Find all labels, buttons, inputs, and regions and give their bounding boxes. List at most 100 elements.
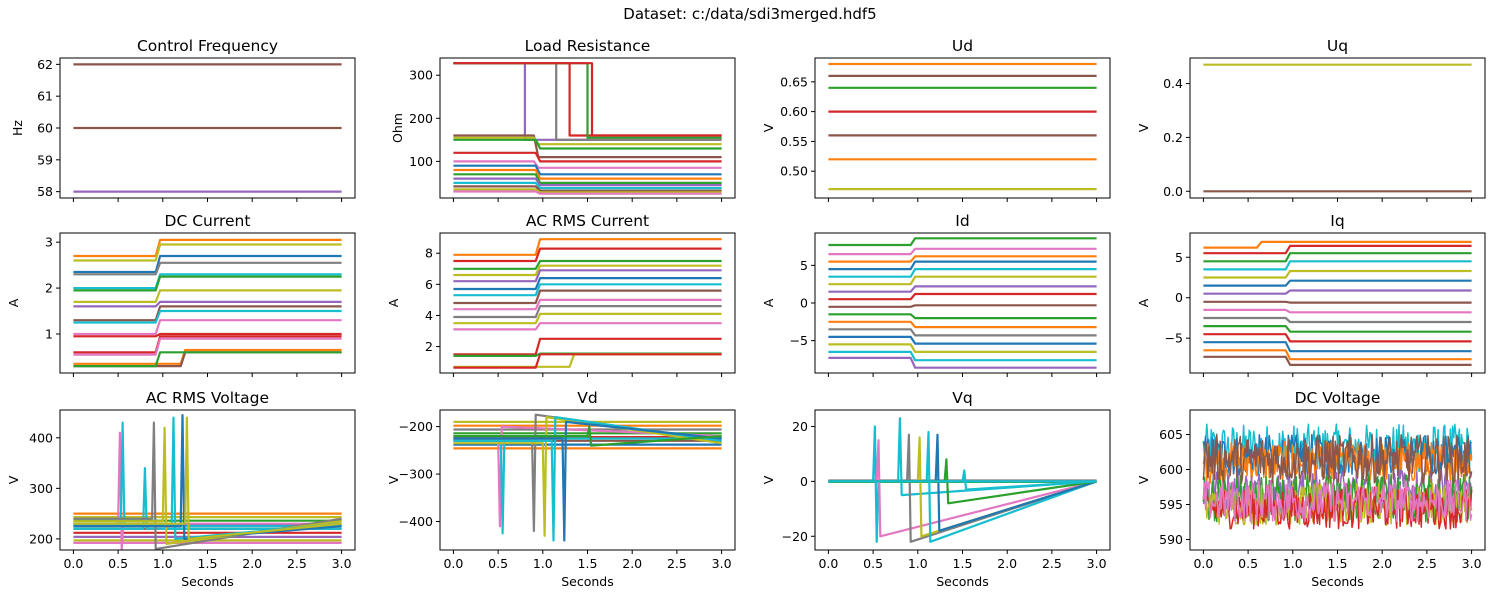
series-group <box>453 413 722 542</box>
series-line <box>453 264 722 277</box>
series-line <box>453 247 722 263</box>
subplot-title: DC Voltage <box>1295 389 1381 407</box>
series-line <box>828 268 1097 278</box>
series-line <box>453 138 722 150</box>
y-tick-label: 0.0 <box>1163 184 1183 199</box>
subplot-10: Vd 0.0 0.5 1.0 1.5 2.0 2.5 3.0 −400 −300 −200 V Seco… <box>386 389 736 589</box>
y-tick-label: 61 <box>37 89 53 104</box>
series-line <box>453 188 722 194</box>
y-tick-label: 0.4 <box>1163 76 1183 91</box>
subplot-title: AC RMS Current <box>526 212 649 230</box>
series-line <box>453 283 722 297</box>
series-line <box>453 416 722 542</box>
y-tick-label: 1 <box>45 326 53 341</box>
series-line <box>453 259 722 270</box>
y-tick-label: 200 <box>29 531 53 546</box>
x-axis-label: Seconds <box>181 574 234 589</box>
x-tick-label: 2.5 <box>667 556 687 571</box>
series-line <box>453 168 722 180</box>
series-line <box>453 337 722 356</box>
y-tick-label: −200 <box>399 419 433 434</box>
y-tick-label: 605 <box>1159 427 1183 442</box>
y-tick-label: −5 <box>790 333 808 348</box>
series-line <box>453 277 722 291</box>
series-line <box>828 285 1097 293</box>
series-line <box>1203 349 1472 361</box>
x-tick-label: 2.5 <box>1042 556 1062 571</box>
x-tick-label: 0.5 <box>108 556 128 571</box>
y-axis-label: Hz <box>10 120 25 136</box>
series-line <box>828 255 1097 263</box>
series-line <box>1203 289 1472 295</box>
subplot-6: AC RMS Current 2 4 6 8 A <box>386 212 736 377</box>
series-group <box>453 238 722 369</box>
x-tick-label: 3.0 <box>1462 556 1482 571</box>
x-tick-label: 1.0 <box>1283 556 1303 571</box>
series-line <box>73 300 342 308</box>
series-line <box>73 238 342 258</box>
series-line <box>828 328 1097 337</box>
x-tick-label: 1.5 <box>953 556 973 571</box>
subplot-5: DC Current 1 2 3 A <box>6 212 356 377</box>
series-line <box>1203 252 1472 263</box>
y-tick-label: 62 <box>37 57 53 72</box>
x-tick-label: 0.0 <box>818 556 838 571</box>
series-line <box>1203 260 1472 271</box>
subplot-title: Control Frequency <box>137 37 278 55</box>
series-line <box>453 322 722 331</box>
y-tick-label: 3 <box>45 235 53 250</box>
x-tick-label: 1.0 <box>153 556 173 571</box>
series-line <box>828 247 1097 256</box>
series-group <box>828 417 1097 543</box>
x-tick-label: 0.5 <box>1238 556 1258 571</box>
series-line <box>453 185 722 192</box>
series-line <box>1203 308 1472 314</box>
series-line <box>453 238 722 256</box>
y-tick-label: 595 <box>1159 497 1183 512</box>
subplot-9: AC RMS Voltage 0.0 0.5 1.0 1.5 2.0 2.5 3.0 200 30… <box>6 389 356 589</box>
x-tick-label: 1.5 <box>1328 556 1348 571</box>
series-line <box>1203 355 1472 366</box>
y-axis-label: A <box>1136 298 1151 307</box>
series-line <box>1203 316 1472 324</box>
y-axis-label: A <box>386 298 401 307</box>
series-line <box>828 275 1097 286</box>
series-group <box>1203 240 1472 366</box>
series-line <box>828 343 1097 353</box>
series-line <box>73 421 342 550</box>
series-line <box>453 160 722 169</box>
y-tick-label: 600 <box>1159 462 1183 477</box>
series-line <box>453 151 722 163</box>
series-line <box>828 320 1097 329</box>
series-line <box>828 335 1097 345</box>
x-tick-label: 2.0 <box>242 556 262 571</box>
y-tick-label: 6 <box>425 277 433 292</box>
y-tick-label: 300 <box>29 481 53 496</box>
series-line <box>73 305 342 322</box>
subplot-4: Uq 0.0 0.2 0.4 V <box>1136 37 1486 202</box>
y-tick-label: 0.50 <box>780 164 808 179</box>
y-tick-label: 5 <box>1175 250 1183 265</box>
y-axis-label: V <box>6 475 21 484</box>
y-tick-label: −300 <box>399 467 433 482</box>
y-tick-label: 200 <box>409 111 433 126</box>
series-line <box>453 62 722 137</box>
y-axis-label: Ohm <box>390 113 405 143</box>
subplot-title: Load Resistance <box>525 37 651 55</box>
y-tick-label: 0.55 <box>780 134 808 149</box>
x-tick-label: 3.0 <box>332 556 352 571</box>
y-tick-label: 20 <box>792 419 808 434</box>
x-tick-label: 2.0 <box>1372 556 1392 571</box>
subplot-1: Control Frequency 58 59 60 61 62 Hz <box>10 37 356 202</box>
subplot-title: Id <box>955 212 969 230</box>
y-axis-label: A <box>6 298 21 307</box>
series-line <box>73 416 342 541</box>
x-tick-label: 3.0 <box>712 556 732 571</box>
series-line <box>828 469 1097 491</box>
series-line <box>73 289 342 303</box>
series-line <box>1203 244 1472 255</box>
y-axis-label: V <box>1136 123 1151 132</box>
x-tick-label: 0.0 <box>443 556 463 571</box>
